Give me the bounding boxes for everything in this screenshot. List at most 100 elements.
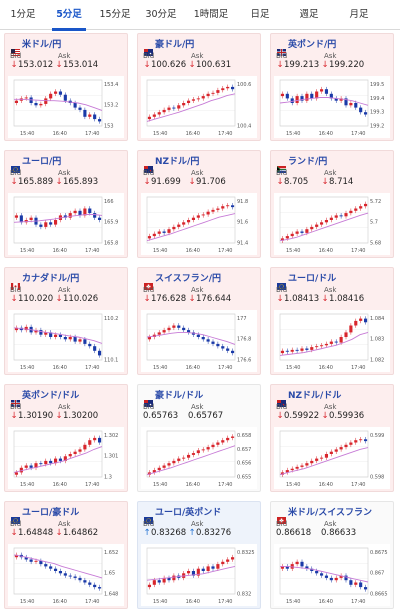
rate-card[interactable]: ランド/円 Bid Ask ↓8.705 ↓8.714 5.72 5.7 5.68 15:40 1… [270, 150, 394, 258]
rate-card[interactable]: 英ポンド/ドル Bid Ask ↓1.30190 ↓1.30200 1.302 1.301 1… [4, 384, 128, 492]
tab-3[interactable]: 30分足 [145, 9, 177, 20]
candle-15 [88, 440, 92, 445]
pair-name[interactable]: 英ポンド/ドル [22, 391, 80, 401]
price-chart[interactable]: 0.599 0.598 15:40 16:40 17:40 [274, 427, 390, 489]
pair-name[interactable]: ユーロ/ドル [288, 274, 337, 284]
x-tick-label: 16:40 [319, 599, 333, 605]
candle-2 [290, 233, 294, 237]
pair-name[interactable]: 米ドル/スイスフラン [288, 508, 373, 518]
pair-name[interactable]: 英ポンド/円 [288, 40, 337, 50]
rate-card[interactable]: ユーロ/円 Bid Ask ↓165.889 ↓165.893 166 165.9 165.8… [4, 150, 128, 258]
rate-card[interactable]: 米ドル/スイスフラン Bid Ask 0.86618 0.86633 0.8675 0.86… [270, 501, 394, 609]
candle-16 [226, 437, 230, 441]
down-arrow-icon: ↓ [188, 60, 196, 70]
x-tick-label: 16:40 [319, 482, 333, 488]
tab-4[interactable]: 1時間足 [193, 9, 229, 20]
candle-9 [324, 575, 329, 578]
price-chart[interactable]: 177 176.8 176.6 15:40 16:40 17:40 [141, 310, 257, 372]
x-tick-label: 15:40 [286, 248, 300, 254]
price-chart[interactable]: 0.8325 0.832 15:40 16:40 17:40 [141, 544, 257, 606]
bid-label: Bid [143, 169, 155, 177]
price-chart[interactable]: 5.72 5.7 5.68 15:40 16:40 17:40 [274, 193, 390, 255]
price-chart[interactable]: 1.302 1.301 1.3 15:40 16:40 17:40 [8, 427, 124, 489]
tab-1[interactable]: 5分足 [46, 0, 92, 31]
rate-card[interactable]: ユーロ/ドル Bid Ask ↓1.08413 ↓1.08416 1.084 1.083 1.… [270, 267, 394, 375]
price-chart[interactable]: 1.652 1.65 1.648 15:40 16:40 17:40 [8, 544, 124, 606]
candle-0 [14, 100, 19, 103]
bid-value: ↓8.705 [276, 177, 309, 187]
ask-label: Ask [58, 169, 71, 177]
y-tick-label: 199.4 [370, 96, 384, 102]
x-tick-label: 16:40 [53, 248, 67, 254]
pair-name[interactable]: NZドル/円 [155, 157, 200, 167]
flag-icon [277, 509, 286, 524]
candle-8 [53, 568, 58, 571]
rate-card[interactable]: スイスフラン/円 Bid Ask ↓176.628 ↓176.644 177 176.8 17… [137, 267, 261, 375]
pair-name[interactable]: ユーロ/円 [22, 157, 62, 167]
candle-17 [97, 119, 102, 122]
tab-0[interactable]: 1分足 [10, 9, 36, 20]
price-chart[interactable]: 91.8 91.6 91.4 15:40 16:40 17:40 [141, 193, 257, 255]
price-chart[interactable]: 166 165.9 165.8 15:40 16:40 17:40 [8, 193, 124, 255]
rate-card[interactable]: カナダドル/円 Bid Ask ↓110.020 ↓110.026 110.2 110.1 1… [4, 267, 128, 375]
pair-name[interactable]: 米ドル/円 [22, 40, 62, 50]
rate-card[interactable]: 豪ドル/ドル Bid Ask 0.65763 0.65767 0.658 0.657 0.65… [137, 384, 261, 492]
candle-0 [14, 327, 19, 331]
y-tick-label: 199.5 [370, 82, 384, 88]
price-chart[interactable]: 199.5 199.4 199.3 199.2 15:40 16:40 17:40 [274, 76, 390, 138]
rate-card[interactable]: ユーロ/豪ドル Bid Ask ↓1.64848 ↓1.64862 1.652 1.65 1.… [4, 501, 128, 609]
price-chart[interactable]: 0.8675 0.867 0.8665 15:40 16:40 17:40 [274, 544, 390, 606]
rate-card[interactable]: 豪ドル/円 Bid Ask ↓100.626 ↓100.631 100.6 100.4 15:… [137, 33, 261, 141]
ask-value: ↓91.706 [188, 177, 226, 187]
rate-card[interactable]: 米ドル/円 Bid Ask ↓153.012 ↓153.014 153.4 153.2 153… [4, 33, 128, 141]
price-chart[interactable]: 110.2 110.1 15:40 16:40 17:40 [8, 310, 124, 372]
tab-6[interactable]: 週足 [299, 9, 319, 20]
plot-frame [13, 196, 103, 244]
rate-card[interactable]: 英ポンド/円 Bid Ask ↓199.213 ↓199.220 199.5 199.4 19… [270, 33, 394, 141]
price-chart[interactable]: 100.6 100.4 15:40 16:40 17:40 [141, 76, 257, 138]
rate-card[interactable]: NZドル/円 Bid Ask ↓91.699 ↓91.706 91.8 91.6 91.4 15… [137, 150, 261, 258]
rate-card[interactable]: ユーロ/英ポンド Bid Ask ↑0.83268 ↑0.83276 0.8325 0.83… [137, 501, 261, 609]
candle-5 [172, 575, 176, 581]
candle-14 [349, 325, 353, 333]
candle-5 [305, 93, 309, 101]
candle-13 [78, 339, 82, 342]
candle-6 [177, 325, 181, 328]
pair-name[interactable]: 豪ドル/ドル [155, 391, 204, 401]
pair-name[interactable]: ユーロ/英ポンド [155, 508, 222, 518]
plot-frame [279, 430, 369, 478]
tab-2[interactable]: 15分足 [99, 9, 131, 20]
x-tick-label: 16:40 [53, 131, 67, 137]
pair-name[interactable]: 豪ドル/円 [155, 40, 195, 50]
candle-8 [319, 222, 324, 225]
tab-5[interactable]: 日足 [250, 9, 270, 20]
candle-14 [216, 208, 220, 210]
bid-label: Bid [276, 403, 288, 411]
moving-average-line [13, 327, 103, 344]
price-chart[interactable]: 153.4 153.2 153 15:40 16:40 17:40 [8, 76, 124, 138]
candle-10 [329, 93, 333, 99]
price-chart[interactable]: 0.658 0.657 0.656 0.655 15:40 16:40 17:40 [141, 427, 257, 489]
price-chart[interactable]: 1.084 1.083 1.082 15:40 16:40 17:40 [274, 310, 390, 372]
candle-5 [172, 325, 176, 328]
tab-7[interactable]: 月足 [349, 9, 369, 20]
pair-name[interactable]: NZドル/ドル [288, 391, 342, 401]
x-tick-label: 15:40 [20, 131, 34, 137]
candle-11 [334, 449, 338, 452]
pair-name[interactable]: スイスフラン/円 [155, 274, 222, 284]
pair-name[interactable]: ランド/円 [288, 157, 328, 167]
bid-label: Bid [10, 286, 22, 294]
plot-frame [146, 196, 236, 244]
pair-name[interactable]: カナダドル/円 [22, 274, 80, 284]
pair-name[interactable]: ユーロ/豪ドル [22, 508, 80, 518]
candle-15 [354, 208, 358, 211]
candle-3 [295, 466, 299, 469]
candle-11 [68, 213, 72, 218]
y-tick-label: 91.4 [237, 240, 248, 246]
chart-svg: 166 165.9 165.8 15:40 16:40 17:40 [13, 196, 118, 254]
candle-10 [329, 341, 333, 344]
candle-8 [186, 100, 191, 103]
candle-2 [24, 465, 28, 468]
y-tick-label: 5.68 [370, 240, 381, 246]
rate-card[interactable]: NZドル/ドル Bid Ask ↓0.59922 ↓0.59936 0.599 0.598 1… [270, 384, 394, 492]
